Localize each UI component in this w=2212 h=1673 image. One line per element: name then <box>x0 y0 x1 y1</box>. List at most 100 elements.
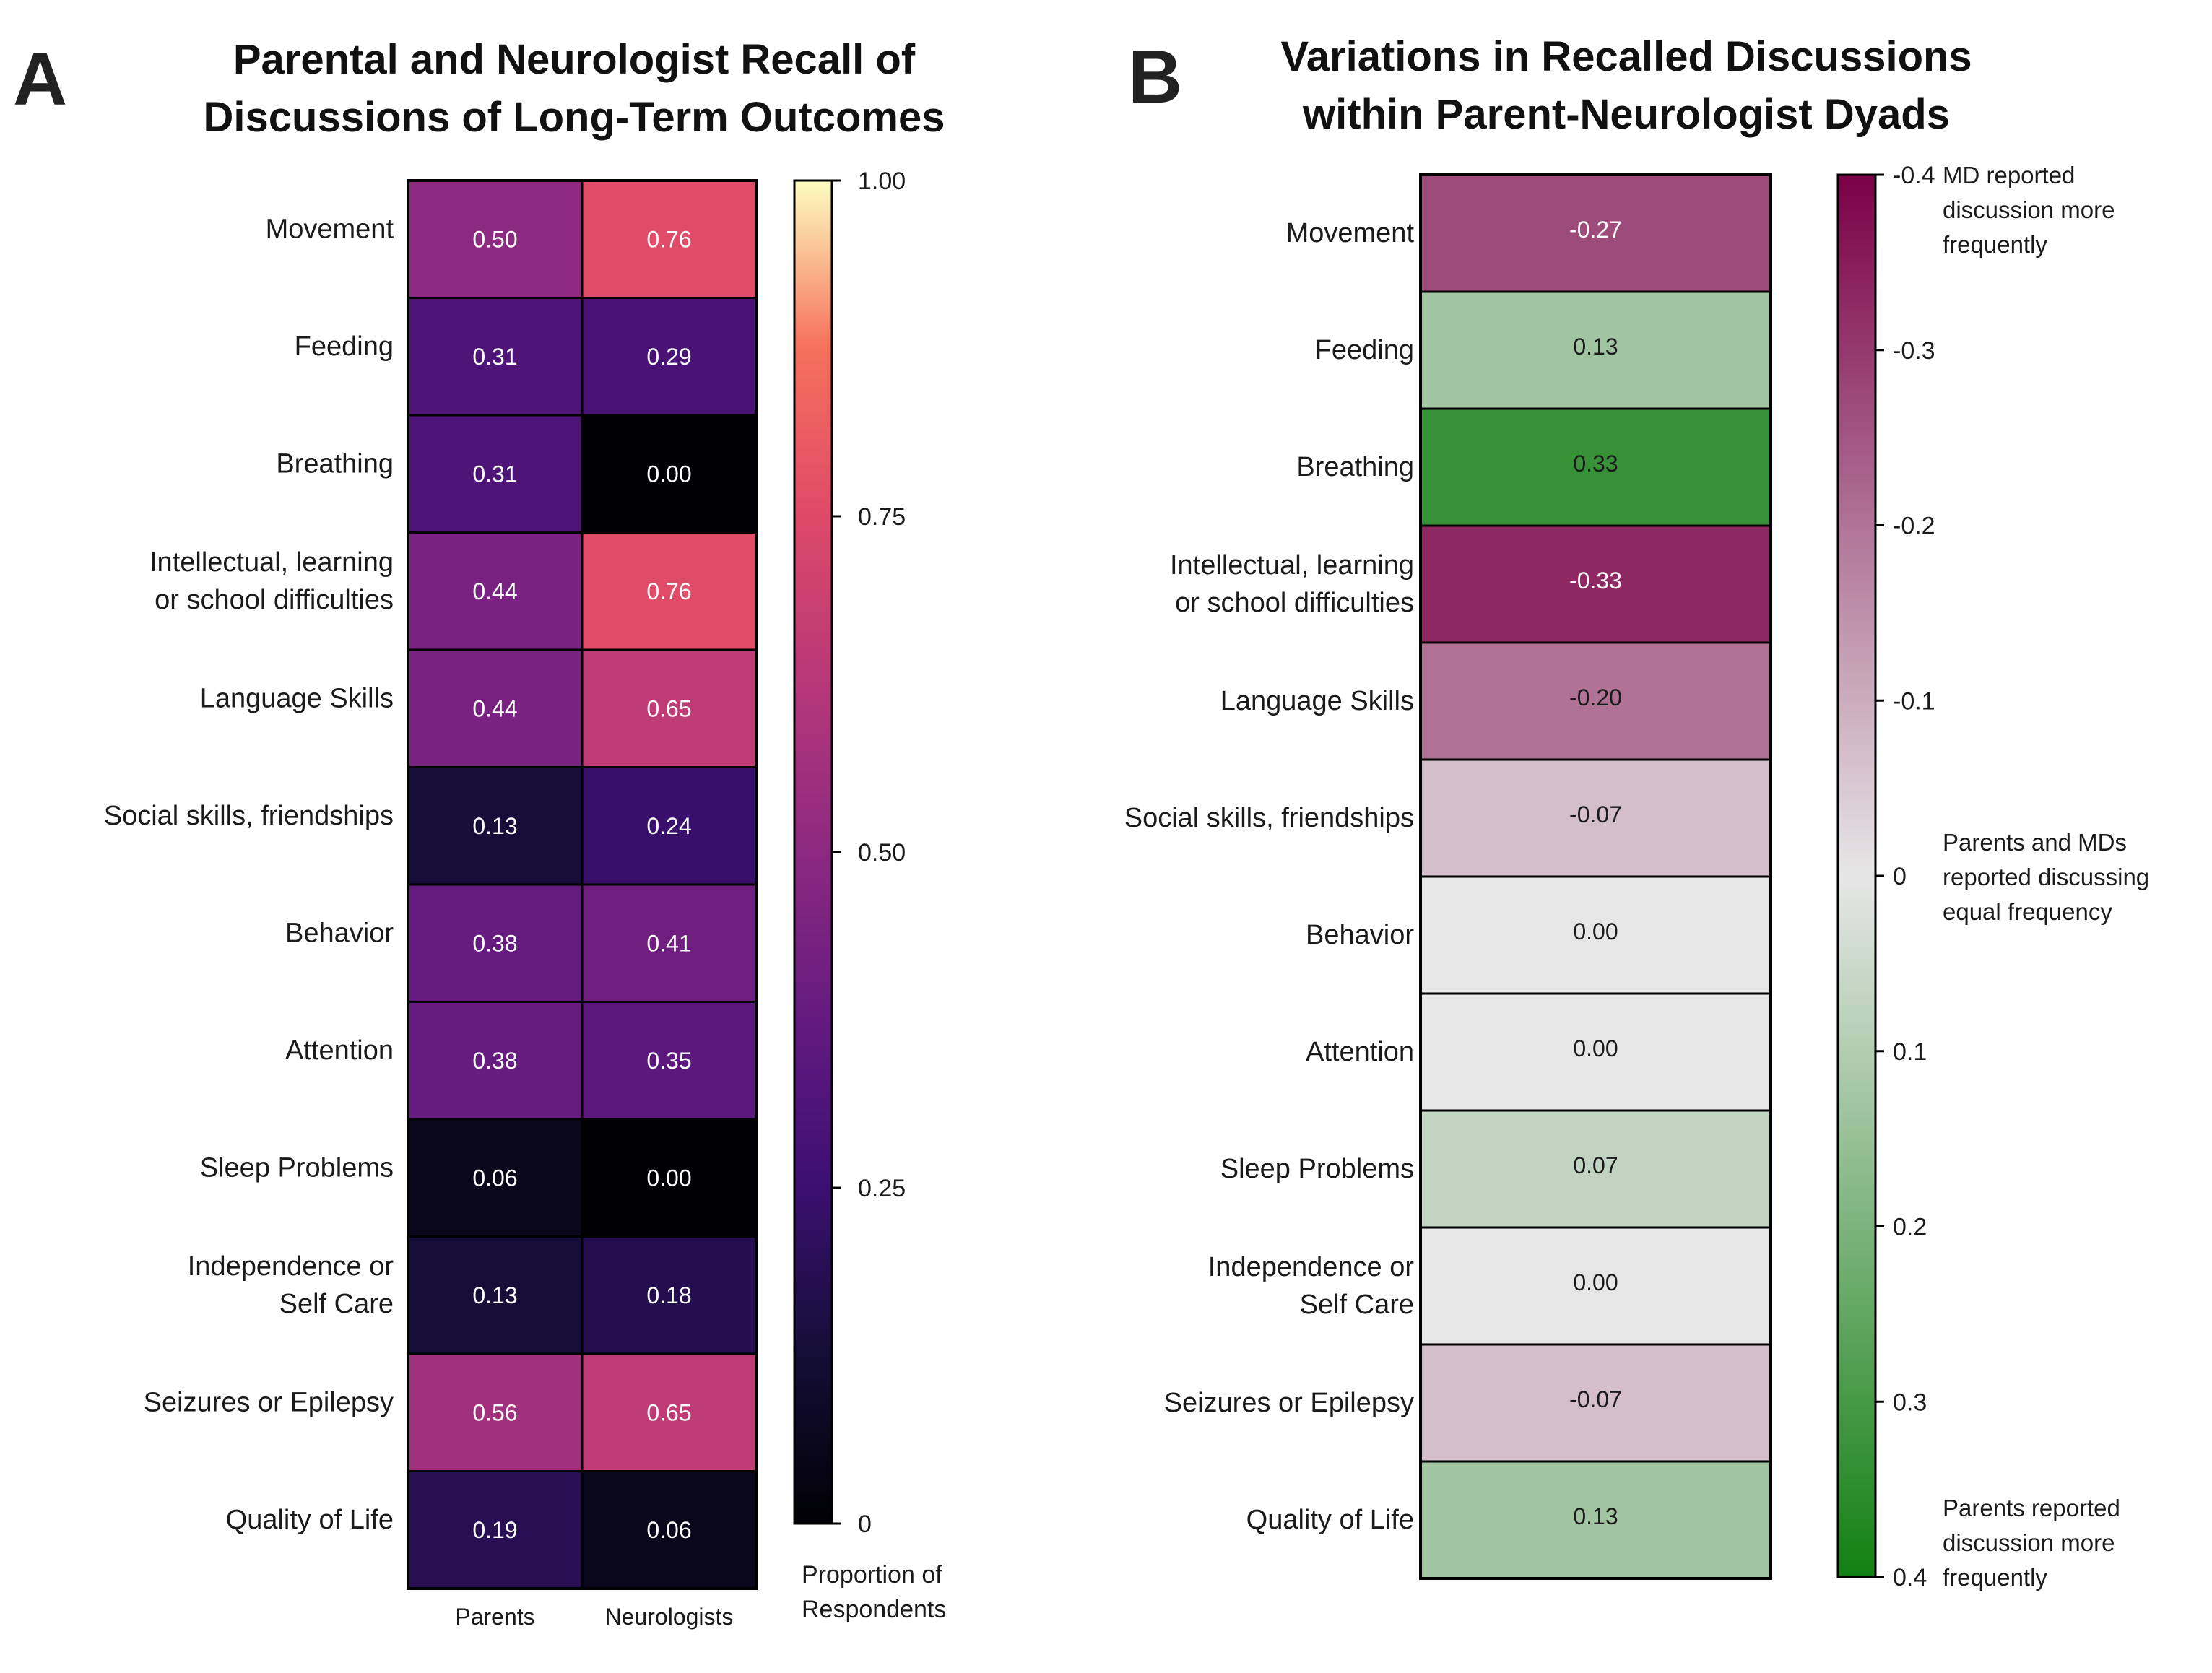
panel-b-letter: B <box>1128 35 1182 119</box>
colorbar-b-annotation: reported discussing <box>1943 864 2149 890</box>
colorbar-a: 0 0.25 0.50 0.75 1.00 Proportion of Respondent… <box>793 168 946 1623</box>
heatmap-a-value-label: 0.13 <box>472 1282 517 1308</box>
heatmap-a-cell <box>581 297 758 417</box>
heatmap-a-cell <box>581 414 758 534</box>
panel-a-title-line-2: Discussions of Long-Term Outcomes <box>204 94 945 141</box>
heatmap-b-value-label: 0.13 <box>1573 1503 1618 1529</box>
heatmap-b-cell <box>1419 1343 1772 1463</box>
colorbar-b-tick-label: 0.1 <box>1893 1038 1927 1066</box>
heatmap-b-border <box>1419 173 1772 1580</box>
heatmap-a-value-label: 0.76 <box>646 578 691 604</box>
heatmap-a-value-label: 0.18 <box>646 1282 691 1308</box>
colorbar-b-gradient <box>1836 173 1877 1578</box>
colorbar-b-annotation: frequently <box>1943 1564 2047 1591</box>
heatmap-a-cell <box>581 531 758 651</box>
heatmap-b-cell <box>1419 992 1772 1112</box>
heatmap-b-row-label: Behavior <box>1306 920 1414 950</box>
heatmap-a-value-label: 0.65 <box>646 1399 691 1425</box>
heatmap-a-row-label: Social skills, friendships <box>104 801 394 831</box>
colorbar-b-tick-label: 0.4 <box>1893 1564 1927 1591</box>
heatmap-a-value-label: 0.13 <box>472 813 517 839</box>
heatmap-a-row-label: Self Care <box>279 1289 394 1319</box>
heatmap-a-row-label: or school difficulties <box>155 585 394 615</box>
heatmap-a-cell <box>407 1235 584 1355</box>
colorbar-a-tick-label: 0.50 <box>858 839 906 866</box>
heatmap-a-value-label: 0.50 <box>472 226 517 252</box>
colorbar-b-annotation: Parents and MDs <box>1943 829 2127 856</box>
heatmap-a-cell <box>581 179 758 299</box>
heatmap-a-row-label: Breathing <box>276 448 394 479</box>
colorbar-b: -0.4 -0.3 -0.2 -0.1 0 0.1 0.2 0.3 0.4 MD reported… <box>1836 162 2149 1591</box>
heatmap-a-value-label: 0.41 <box>646 930 691 956</box>
heatmap-b-value-label: 0.13 <box>1573 334 1618 360</box>
heatmap-b-value-label: -0.07 <box>1569 1386 1622 1412</box>
heatmap-b-value-label: 0.07 <box>1573 1152 1618 1178</box>
heatmap-b-row-label: Intellectual, learning <box>1170 550 1414 581</box>
heatmap-a-value-label: 0.44 <box>472 695 517 721</box>
colorbar-a-label: Proportion of <box>802 1561 942 1589</box>
heatmap-a-cell <box>407 179 584 299</box>
heatmap-a-cell <box>581 1001 758 1121</box>
heatmap-b-cell <box>1419 641 1772 761</box>
heatmap-a-cell <box>407 1352 584 1472</box>
heatmap-a-value-label: 0.44 <box>472 578 517 604</box>
heatmap-b-row-label: Independence or <box>1208 1252 1415 1282</box>
heatmap-b-cell <box>1419 758 1772 878</box>
heatmap-b-row-label: Feeding <box>1315 335 1414 365</box>
heatmap-a-value-label: 0.00 <box>646 1165 691 1191</box>
heatmap-a-cell <box>581 883 758 1003</box>
panel-b-title-line-2: within Parent-Neurologist Dyads <box>1302 91 1950 138</box>
heatmap-b-value-label: 0.00 <box>1573 1035 1618 1061</box>
heatmap-a-column-label: Neurologists <box>605 1604 734 1630</box>
colorbar-b-annotation: Parents reported <box>1943 1495 2120 1521</box>
heatmap-b: -0.27 Movement 0.13 Feeding 0.33 Breathing -0.… <box>1124 173 1772 1580</box>
heatmap-b-row-label: or school difficulties <box>1175 588 1414 618</box>
colorbar-b-tick-label: 0.2 <box>1893 1214 1927 1241</box>
heatmap-b-row-label: Movement <box>1286 218 1415 248</box>
heatmap-a-value-label: 0.00 <box>646 461 691 487</box>
heatmap-a-row-label: Feeding <box>295 331 394 362</box>
heatmap-b-row-label: Breathing <box>1296 452 1414 482</box>
heatmap-a-row-label: Language Skills <box>200 683 394 713</box>
colorbar-b-tick-label: 0 <box>1893 863 1907 890</box>
heatmap-b-value-label: -0.27 <box>1569 217 1622 243</box>
colorbar-b-annotation: equal frequency <box>1943 898 2112 925</box>
panel-b-title-line-1: Variations in Recalled Discussions <box>1280 33 1972 80</box>
heatmap-a-value-label: 0.06 <box>472 1165 517 1191</box>
heatmap-b-value-label: 0.00 <box>1573 918 1618 944</box>
panel-a: A Parental and Neurologist Recall of Dis… <box>13 36 946 1630</box>
heatmap-a-row-label: Behavior <box>285 918 394 948</box>
colorbar-b-tick-label: -0.4 <box>1893 162 1935 189</box>
heatmap-a-value-label: 0.06 <box>646 1517 691 1543</box>
heatmap-a-row-label: Independence or <box>188 1251 394 1282</box>
heatmap-b-cell <box>1419 1226 1772 1346</box>
heatmap-b-row-label: Seizures or Epilepsy <box>1164 1388 1414 1418</box>
heatmap-a-value-label: 0.19 <box>472 1517 517 1543</box>
heatmap-b-row-label: Self Care <box>1300 1290 1414 1320</box>
heatmap-a-value-label: 0.76 <box>646 226 691 252</box>
panel-a-title-line-1: Parental and Neurologist Recall of <box>233 36 916 83</box>
heatmap-b-row-label: Sleep Problems <box>1220 1154 1414 1184</box>
heatmap-b-row-label: Language Skills <box>1220 686 1414 716</box>
heatmap-a-row-label: Quality of Life <box>226 1505 394 1535</box>
heatmap-b-value-label: -0.33 <box>1569 568 1622 594</box>
heatmap-a-cell <box>581 1352 758 1472</box>
colorbar-b-annotation: discussion more <box>1943 196 2115 223</box>
colorbar-a-tick-label: 0.75 <box>858 503 906 531</box>
heatmap-a-row-label: Sleep Problems <box>200 1152 394 1183</box>
heatmap-a-cell <box>407 297 584 417</box>
heatmap-a-cell <box>581 1235 758 1355</box>
heatmap-a-cell <box>581 648 758 768</box>
colorbar-b-tick-label: -0.3 <box>1893 337 1935 365</box>
colorbar-b-annotation: frequently <box>1943 231 2047 258</box>
colorbar-a-tick-label: 0.25 <box>858 1175 906 1202</box>
colorbar-a-label: Respondents <box>802 1596 946 1623</box>
heatmap-a-cell <box>407 1470 584 1590</box>
heatmap-b-value-label: 0.33 <box>1573 451 1618 477</box>
heatmap-a-value-label: 0.31 <box>472 461 517 487</box>
heatmap-a-value-label: 0.29 <box>646 344 691 370</box>
colorbar-b-tick-label: -0.2 <box>1893 513 1935 540</box>
heatmap-b-value-label: -0.07 <box>1569 801 1622 827</box>
colorbar-b-tick-label: -0.1 <box>1893 687 1935 715</box>
heatmap-a-cell <box>581 1118 758 1238</box>
